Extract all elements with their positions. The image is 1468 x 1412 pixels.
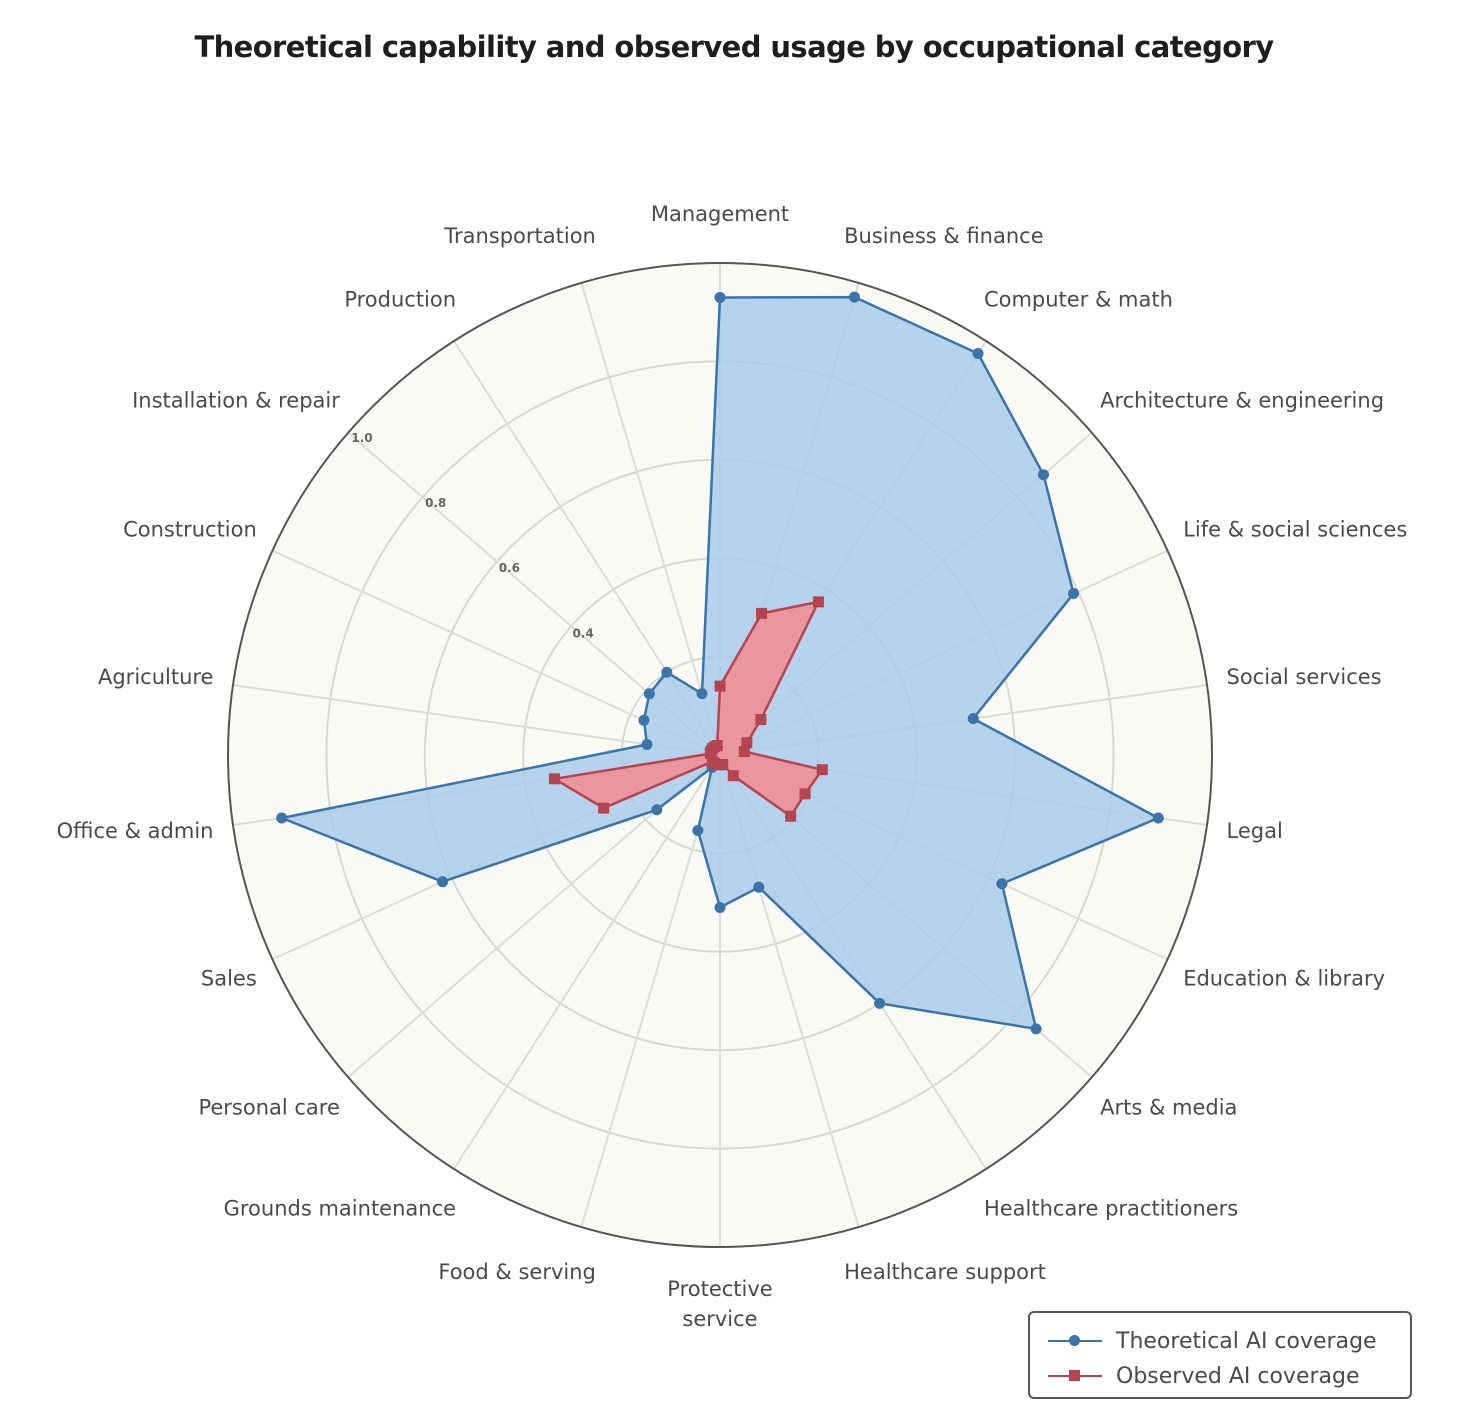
observed-point bbox=[727, 770, 739, 782]
category-label: Social services bbox=[1227, 665, 1382, 689]
theoretical-point bbox=[641, 738, 653, 750]
category-label: Transportation bbox=[443, 224, 596, 248]
radial-tick-label: 0.4 bbox=[572, 626, 593, 640]
observed-point bbox=[812, 596, 824, 608]
observed-point bbox=[816, 764, 828, 776]
theoretical-point bbox=[1037, 469, 1049, 481]
observed-point bbox=[711, 740, 723, 752]
theoretical-point bbox=[1068, 588, 1080, 600]
category-label: Management bbox=[651, 202, 789, 226]
legend-marker-circle-icon bbox=[1048, 1331, 1102, 1351]
observed-point bbox=[785, 810, 797, 822]
category-label: Production bbox=[344, 288, 456, 312]
theoretical-point bbox=[1030, 1023, 1042, 1035]
category-label: Grounds maintenance bbox=[224, 1196, 456, 1220]
theoretical-point bbox=[967, 713, 979, 725]
legend-item-observed: Observed AI coverage bbox=[1048, 1361, 1360, 1391]
legend-item-theoretical: Theoretical AI coverage bbox=[1048, 1326, 1377, 1356]
category-label: Healthcare support bbox=[844, 1260, 1046, 1284]
theoretical-point bbox=[972, 348, 984, 360]
theoretical-point bbox=[874, 997, 886, 1009]
category-label: Business & finance bbox=[844, 224, 1044, 248]
theoretical-point bbox=[753, 881, 765, 893]
theoretical-point bbox=[714, 902, 726, 914]
theoretical-point bbox=[1152, 812, 1164, 824]
theoretical-point bbox=[276, 812, 288, 824]
chart-title: Theoretical capability and observed usag… bbox=[194, 30, 1274, 64]
theoretical-point bbox=[696, 688, 708, 700]
category-label: Arts & media bbox=[1100, 1096, 1237, 1120]
category-label: Legal bbox=[1227, 819, 1283, 843]
theoretical-point bbox=[848, 291, 860, 303]
category-label: Education & library bbox=[1183, 966, 1385, 990]
category-label: Protective service bbox=[667, 1277, 772, 1331]
category-label: Office & admin bbox=[57, 819, 214, 843]
legend-label: Observed AI coverage bbox=[1116, 1363, 1360, 1389]
category-label: Computer & math bbox=[984, 288, 1173, 312]
category-label: Food & serving bbox=[438, 1260, 595, 1284]
category-label: Installation & repair bbox=[132, 388, 340, 412]
observed-point bbox=[741, 737, 753, 749]
theoretical-point bbox=[643, 688, 655, 700]
grid-spoke bbox=[580, 282, 721, 756]
theoretical-point bbox=[714, 291, 726, 303]
category-label: Architecture & engineering bbox=[1100, 388, 1384, 412]
observed-point bbox=[707, 755, 719, 767]
observed-point bbox=[598, 802, 610, 814]
observed-point bbox=[548, 773, 560, 785]
outer-ring bbox=[227, 262, 1213, 1248]
grid-spoke bbox=[232, 683, 721, 756]
observed-point bbox=[738, 745, 750, 757]
category-label: Healthcare practitioners bbox=[984, 1196, 1238, 1220]
theoretical-point bbox=[692, 825, 704, 837]
category-label: Sales bbox=[201, 966, 257, 990]
theoretical-point bbox=[996, 878, 1008, 890]
grid-spoke bbox=[453, 754, 721, 1170]
radial-tick-label: 0.6 bbox=[499, 561, 520, 575]
category-label: Agriculture bbox=[98, 665, 214, 689]
legend: Theoretical AI coverage Observed AI cove… bbox=[1028, 1311, 1412, 1399]
theoretical-point bbox=[651, 804, 663, 816]
legend-label: Theoretical AI coverage bbox=[1116, 1328, 1377, 1354]
category-label: Life & social sciences bbox=[1183, 518, 1407, 542]
theoretical-point bbox=[661, 666, 673, 678]
legend-marker-square-icon bbox=[1048, 1366, 1102, 1386]
observed-point bbox=[756, 607, 768, 619]
category-label: Personal care bbox=[198, 1096, 339, 1120]
observed-point bbox=[755, 714, 767, 726]
theoretical-point bbox=[437, 876, 449, 888]
theoretical-point bbox=[638, 714, 650, 726]
observed-point bbox=[714, 680, 726, 692]
category-label: Construction bbox=[123, 518, 257, 542]
radial-tick-label: 1.0 bbox=[351, 431, 372, 445]
radial-tick-label: 0.8 bbox=[425, 496, 446, 510]
observed-point bbox=[799, 788, 811, 800]
